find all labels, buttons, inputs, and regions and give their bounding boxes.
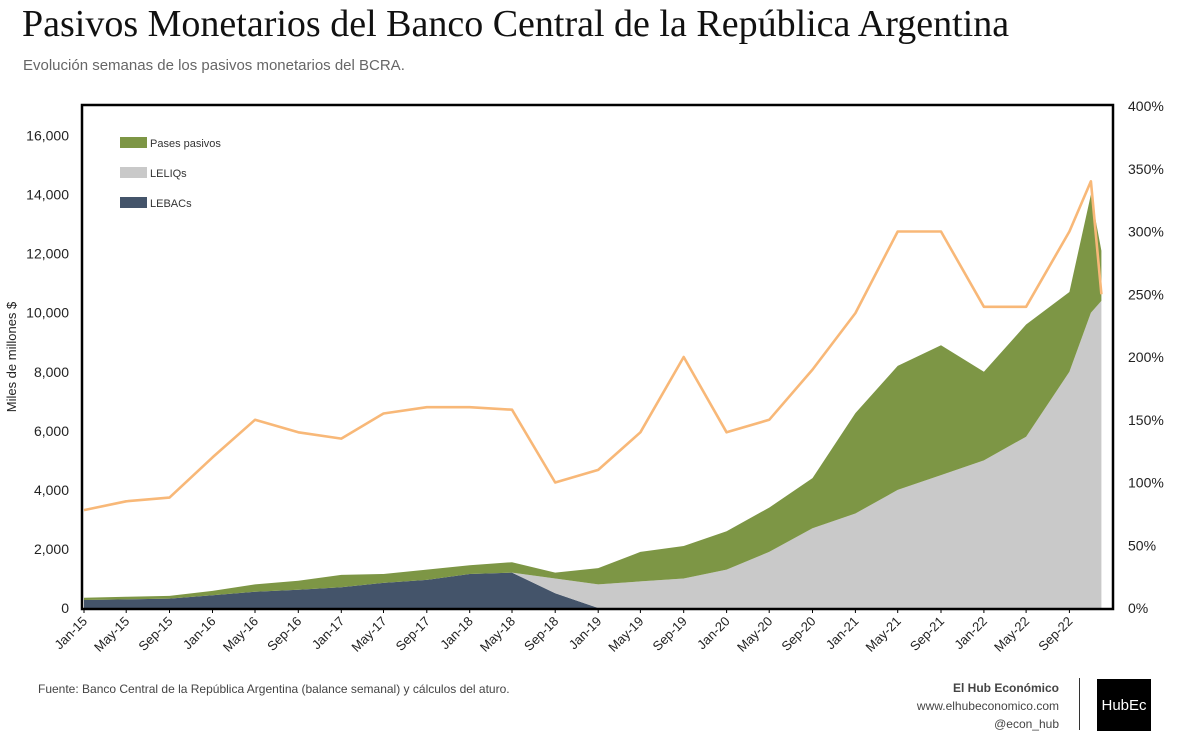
x-tick-label: Sep-19 [650,614,690,654]
plot-frame [80,103,1115,611]
y2-tick-label: 100% [1128,475,1164,491]
x-tick-label: Sep-15 [135,614,175,654]
ratio-line [83,180,1103,512]
brand-handle[interactable]: @econ_hub [994,717,1059,731]
x-tick-label: May-15 [91,614,132,655]
x-tick-label: Jan-17 [309,614,348,653]
x-tick-label: May-17 [348,614,389,655]
brand-name: El Hub Económico [952,681,1059,695]
brand-divider [1079,678,1080,730]
chart-subtitle: Evolución semanas de los pasivos monetar… [23,57,405,74]
brand-url[interactable]: www.elhubeconomico.com [916,699,1059,713]
y-axis-label: Miles de millones $ [4,301,19,412]
legend-swatch [120,137,147,148]
x-tick-label: Sep-17 [393,614,433,654]
x-tick-label: May-19 [605,614,646,655]
legend-label: LEBACs [150,198,192,210]
x-tick-label: Jan-22 [951,614,990,653]
x-tick-label: Jan-19 [566,614,605,653]
legend-label: Pases pasivos [150,138,221,150]
chart-title: Pasivos Monetarios del Banco Central de … [22,3,1010,45]
y-tick-label: 2,000 [34,541,69,557]
y-tick-label: 14,000 [26,187,69,203]
x-tick-label: Sep-16 [264,614,304,654]
y2-tick-label: 250% [1128,286,1164,302]
brand-logo: HubEc [1097,679,1151,731]
x-tick-label: Jan-15 [51,614,90,653]
y-tick-label: 4,000 [34,482,69,498]
area-pases-pasivos [84,194,1102,600]
y-tick-label: 16,000 [26,128,69,144]
x-tick-label: May-16 [220,614,261,655]
y-axis-right: 0% 50% 100% 150% 200% 250% 300% 350% 400% [1128,98,1164,616]
y-tick-label: 8,000 [34,364,69,380]
x-tick-label: Jan-20 [694,614,733,653]
y-axis-left: 0 2,000 4,000 6,000 8,000 10,000 12,000 14,000 1… [26,128,69,617]
y2-tick-label: 400% [1128,98,1164,114]
y2-tick-label: 200% [1128,349,1164,365]
area-lebacs [84,572,1102,608]
x-tick-label: Jan-21 [823,614,862,653]
legend-swatch [120,197,147,208]
area-leliqs [84,300,1102,608]
x-axis: Jan-15 May-15 Sep-15 Jan-16 May-16 Sep-16 Jan-… [51,608,1076,655]
y-tick-label: 0 [61,600,69,616]
x-tick-label: May-20 [734,614,775,655]
area-layer [84,194,1102,608]
brand-block: El Hub Económico www.elhubeconomico.com … [917,679,1059,733]
y2-tick-label: 0% [1128,600,1148,616]
x-tick-label: Sep-20 [778,614,818,654]
legend-label: LELIQs [150,168,187,180]
y-tick-label: 12,000 [26,246,69,262]
legend: Pases pasivos LELIQs LEBACs [120,137,221,210]
y-tick-label: 6,000 [34,423,69,439]
y2-tick-label: 50% [1128,537,1156,553]
x-tick-label: Sep-18 [521,614,561,654]
x-tick-label: May-21 [863,614,904,655]
y2-tick-label: 150% [1128,412,1164,428]
line-layer [83,180,1103,512]
legend-swatch [120,167,147,178]
x-tick-label: May-22 [991,614,1032,655]
y-tick-label: 10,000 [26,305,69,321]
x-tick-label: May-18 [477,614,518,655]
x-tick-label: Sep-22 [1035,614,1075,654]
x-tick-label: Jan-16 [180,614,219,653]
x-tick-label: Jan-18 [437,614,476,653]
y2-tick-label: 350% [1128,161,1164,177]
source-note: Fuente: Banco Central de la República Ar… [38,682,510,696]
y2-tick-label: 300% [1128,224,1164,240]
x-tick-label: Sep-21 [907,614,947,654]
